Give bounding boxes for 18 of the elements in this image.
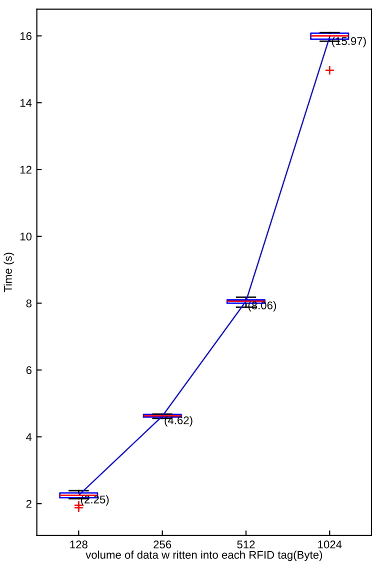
- data-label: (8.06): [248, 301, 276, 312]
- y-tick-label: 12: [20, 166, 32, 174]
- data-label: (4.62): [164, 416, 192, 426]
- y-tick-label: 14: [20, 99, 32, 107]
- y-tick-label: 6: [26, 366, 32, 374]
- y-axis-title: Time (s): [4, 252, 14, 292]
- x-tick-label: 512: [237, 540, 255, 548]
- x-axis-title: volume of data w ritten into each RFID tag(Byte): [86, 550, 322, 561]
- data-label: (2.25): [81, 495, 109, 506]
- x-tick-label: 1024: [318, 540, 342, 548]
- y-tick-label: 8: [26, 299, 32, 308]
- x-tick-label: 256: [154, 540, 172, 548]
- y-tick-label: 16: [20, 32, 32, 40]
- y-tick-label: 10: [20, 232, 32, 240]
- y-tick-label: 2: [26, 500, 32, 508]
- y-tick-label: 4: [26, 433, 32, 441]
- data-label: (15.97): [332, 36, 366, 48]
- x-tick-label: 128: [70, 540, 88, 548]
